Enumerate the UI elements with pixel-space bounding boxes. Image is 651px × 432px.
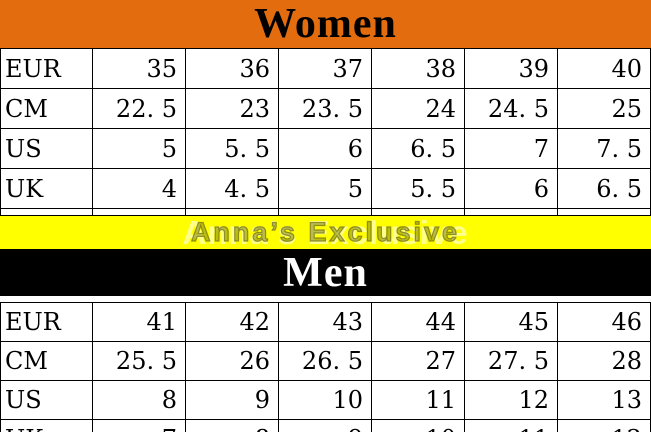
size-cell: 40 xyxy=(557,48,651,89)
table-row: EUR 35 36 37 38 39 40 xyxy=(0,48,651,89)
size-cell: 7. 5 xyxy=(557,128,651,169)
table-row: CM 22. 5 23 23. 5 24 24. 5 25 xyxy=(0,88,651,129)
size-cell: 9 xyxy=(278,419,372,432)
row-label: US xyxy=(0,128,93,169)
size-cell: 8 xyxy=(185,419,279,432)
size-cell: 6. 5 xyxy=(557,168,651,209)
size-cell: 22. 5 xyxy=(92,88,186,129)
size-cell: 38 xyxy=(371,48,465,89)
row-label: EUR xyxy=(0,302,93,342)
size-cell: 11 xyxy=(464,419,558,432)
size-cell: 13 xyxy=(557,380,651,420)
size-cell: 5 xyxy=(278,168,372,209)
size-cell: 7 xyxy=(464,128,558,169)
size-cell: 37 xyxy=(278,48,372,89)
table-row: US 5 5. 5 6 6. 5 7 7. 5 xyxy=(0,128,651,169)
row-label: US xyxy=(0,380,93,420)
size-cell: 28 xyxy=(557,341,651,381)
size-cell: 10 xyxy=(278,380,372,420)
size-cell: 5. 5 xyxy=(371,168,465,209)
size-cell: 26. 5 xyxy=(278,341,372,381)
size-cell: 27. 5 xyxy=(464,341,558,381)
size-cell: 24. 5 xyxy=(464,88,558,129)
size-cell: 44 xyxy=(371,302,465,342)
size-cell: 5 xyxy=(92,128,186,169)
table-row: EUR 41 42 43 44 45 46 xyxy=(0,302,651,342)
row-label: CM xyxy=(0,341,93,381)
size-cell: 43 xyxy=(278,302,372,342)
row-label: UK xyxy=(0,419,93,432)
size-cell: 6 xyxy=(278,128,372,169)
size-cell: 4. 5 xyxy=(185,168,279,209)
men-header-title: Men xyxy=(283,249,368,296)
size-cell: 5. 5 xyxy=(185,128,279,169)
watermark-ghost-text: Anna’s Exclusive xyxy=(182,216,469,249)
size-cell: 11 xyxy=(371,380,465,420)
table-row: UK 4 4. 5 5 5. 5 6 6. 5 xyxy=(0,168,651,209)
row-label: CM xyxy=(0,88,93,129)
table-row: CM 25. 5 26 26. 5 27 27. 5 28 xyxy=(0,341,651,381)
size-cell: 26 xyxy=(185,341,279,381)
women-header-band: Women xyxy=(0,0,651,48)
size-cell: 23 xyxy=(185,88,279,129)
size-cell: 39 xyxy=(464,48,558,89)
size-cell: 6 xyxy=(464,168,558,209)
size-cell: 12 xyxy=(557,419,651,432)
size-cell: 4 xyxy=(92,168,186,209)
size-cell: 8 xyxy=(92,380,186,420)
size-cell: 36 xyxy=(185,48,279,89)
size-cell: 7 xyxy=(92,419,186,432)
row-label: EUR xyxy=(0,48,93,89)
size-cell: 23. 5 xyxy=(278,88,372,129)
women-size-table: EUR 35 36 37 38 39 40 CM 22. 5 23 23. 5 … xyxy=(0,48,651,216)
size-cell: 41 xyxy=(92,302,186,342)
size-cell: 25 xyxy=(557,88,651,129)
size-cell: 35 xyxy=(92,48,186,89)
men-header-band: Men xyxy=(0,249,651,296)
size-cell: 27 xyxy=(371,341,465,381)
women-header-title: Women xyxy=(254,1,397,47)
size-cell: 10 xyxy=(371,419,465,432)
size-cell: 12 xyxy=(464,380,558,420)
size-cell: 25. 5 xyxy=(92,341,186,381)
row-label: UK xyxy=(0,168,93,209)
size-cell: 24 xyxy=(371,88,465,129)
table-row: UK 7 8 9 10 11 12 xyxy=(0,419,651,432)
size-cell: 9 xyxy=(185,380,279,420)
men-size-table: EUR 41 42 43 44 45 46 CM 25. 5 26 26. 5 … xyxy=(0,302,651,432)
size-cell: 6. 5 xyxy=(371,128,465,169)
watermark-band: Anna’s Exclusive Anna’s Exclusive xyxy=(0,216,651,249)
size-cell: 46 xyxy=(557,302,651,342)
table-row: US 8 9 10 11 12 13 xyxy=(0,380,651,420)
watermark-outline-text: Anna’s Exclusive xyxy=(190,216,461,247)
table-spacer-row xyxy=(0,208,651,216)
size-cell: 42 xyxy=(185,302,279,342)
size-cell: 45 xyxy=(464,302,558,342)
